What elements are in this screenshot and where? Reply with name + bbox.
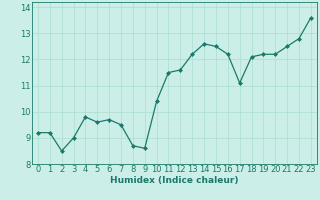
X-axis label: Humidex (Indice chaleur): Humidex (Indice chaleur)	[110, 176, 239, 185]
